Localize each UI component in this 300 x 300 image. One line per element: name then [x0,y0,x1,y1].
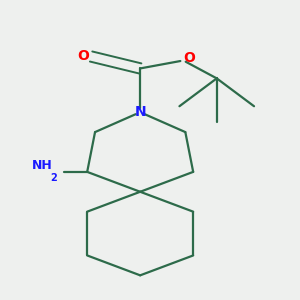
Text: NH: NH [32,159,52,172]
Text: O: O [183,52,195,65]
Text: O: O [77,50,89,64]
Text: N: N [134,105,146,119]
Text: 2: 2 [50,173,57,183]
